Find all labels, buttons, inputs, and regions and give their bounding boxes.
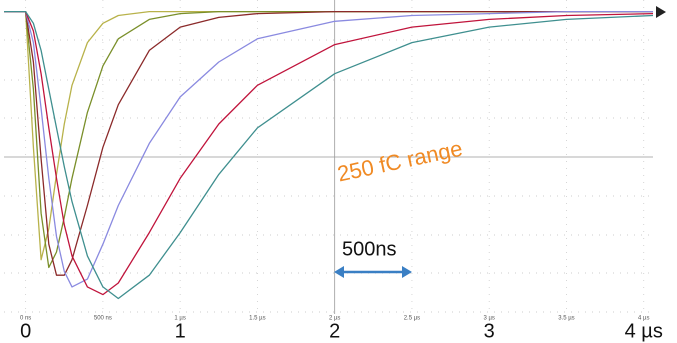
h-grid <box>4 40 653 312</box>
trace <box>4 12 653 287</box>
x-tick-label: 2.5 µs <box>404 316 420 322</box>
arrow-head <box>402 266 412 278</box>
x-tick-label-large: 1 <box>175 320 186 342</box>
x-tick-label-large: 4 µs <box>625 320 663 342</box>
x-tick-label-large: 2 <box>329 320 340 342</box>
chart: 250 fC range 500ns 0 ns500 ns1 µs1.5 µs2… <box>0 0 677 343</box>
trace <box>4 12 653 276</box>
x-tick-label: 500 ns <box>94 316 112 322</box>
annotation: 500ns <box>342 238 397 260</box>
annotation: 250 fC range <box>335 136 465 187</box>
arrow-head <box>334 266 344 278</box>
x-tick-label: 3.5 µs <box>558 316 574 322</box>
trigger-marker <box>656 6 666 18</box>
trace <box>4 12 653 268</box>
x-tick-label-large: 3 <box>484 320 495 342</box>
x-tick-label-large: 0 <box>20 320 31 342</box>
trace <box>4 12 653 260</box>
x-tick-label: 1.5 µs <box>249 316 265 322</box>
